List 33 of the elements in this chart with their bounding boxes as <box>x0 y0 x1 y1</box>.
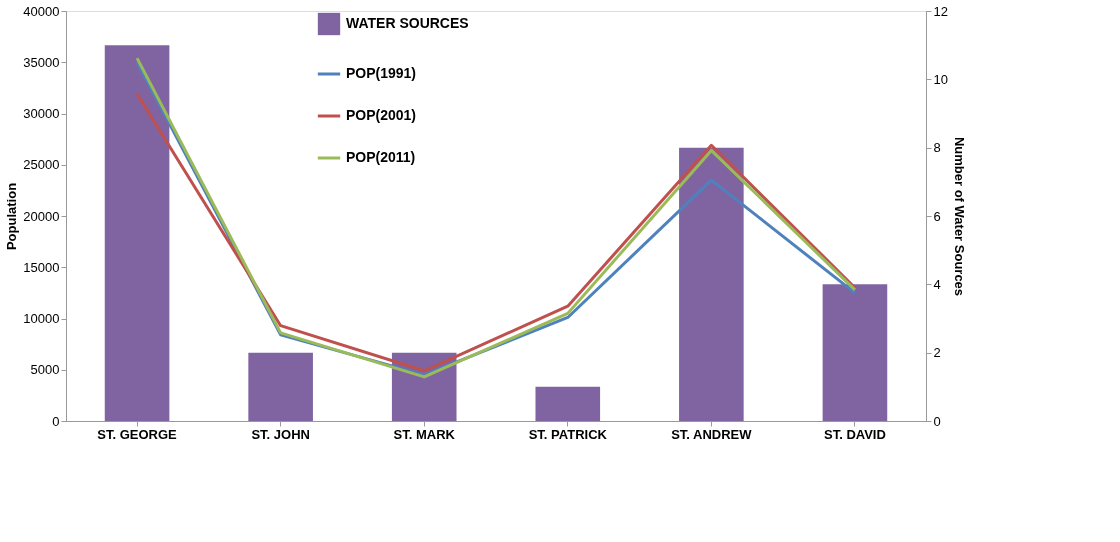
x-tick-label: ST. JOHN <box>251 426 310 442</box>
x-tick-label: ST. DAVID <box>823 426 886 442</box>
y-tick-label: 0 <box>52 413 60 429</box>
legend-label: WATER SOURCES <box>346 15 469 31</box>
legend-label: POP(2001) <box>346 107 417 123</box>
x-tick-label: ST. PATRICK <box>528 426 608 442</box>
y-tick-label: 30000 <box>23 106 60 121</box>
legend-label: POP(2011) <box>346 149 416 165</box>
x-tick-label: ST. GEORGE <box>97 426 178 442</box>
y2-tick-label: 4 <box>933 276 941 292</box>
y2-tick-label: 8 <box>933 140 941 156</box>
x-tick-label: ST. ANDREW <box>671 426 753 442</box>
y2-tick-label: 2 <box>933 345 941 361</box>
bar <box>822 284 888 421</box>
y-tick-label: 15000 <box>23 259 60 275</box>
y-tick-label: 5000 <box>30 362 60 378</box>
bar <box>104 45 170 421</box>
legend-label: POP(1991) <box>346 65 417 81</box>
y2-axis-title: Number of Water Sources <box>951 136 967 297</box>
y2-tick-label: 6 <box>933 208 941 224</box>
y-axis-title: Population <box>4 182 20 251</box>
y2-tick-label: 0 <box>933 413 941 429</box>
y2-tick-label: 10 <box>933 71 948 87</box>
bar <box>535 386 601 421</box>
x-tick-label: ST. MARK <box>393 426 456 442</box>
y-tick-label: 25000 <box>23 157 60 173</box>
bar <box>679 147 744 421</box>
y-tick-label: 40000 <box>23 3 60 19</box>
y-tick-label: 20000 <box>23 208 60 224</box>
y2-tick-label: 12 <box>933 3 948 19</box>
bar <box>248 352 313 421</box>
y-tick-label: 35000 <box>23 54 60 70</box>
y-tick-label: 10000 <box>23 311 60 326</box>
